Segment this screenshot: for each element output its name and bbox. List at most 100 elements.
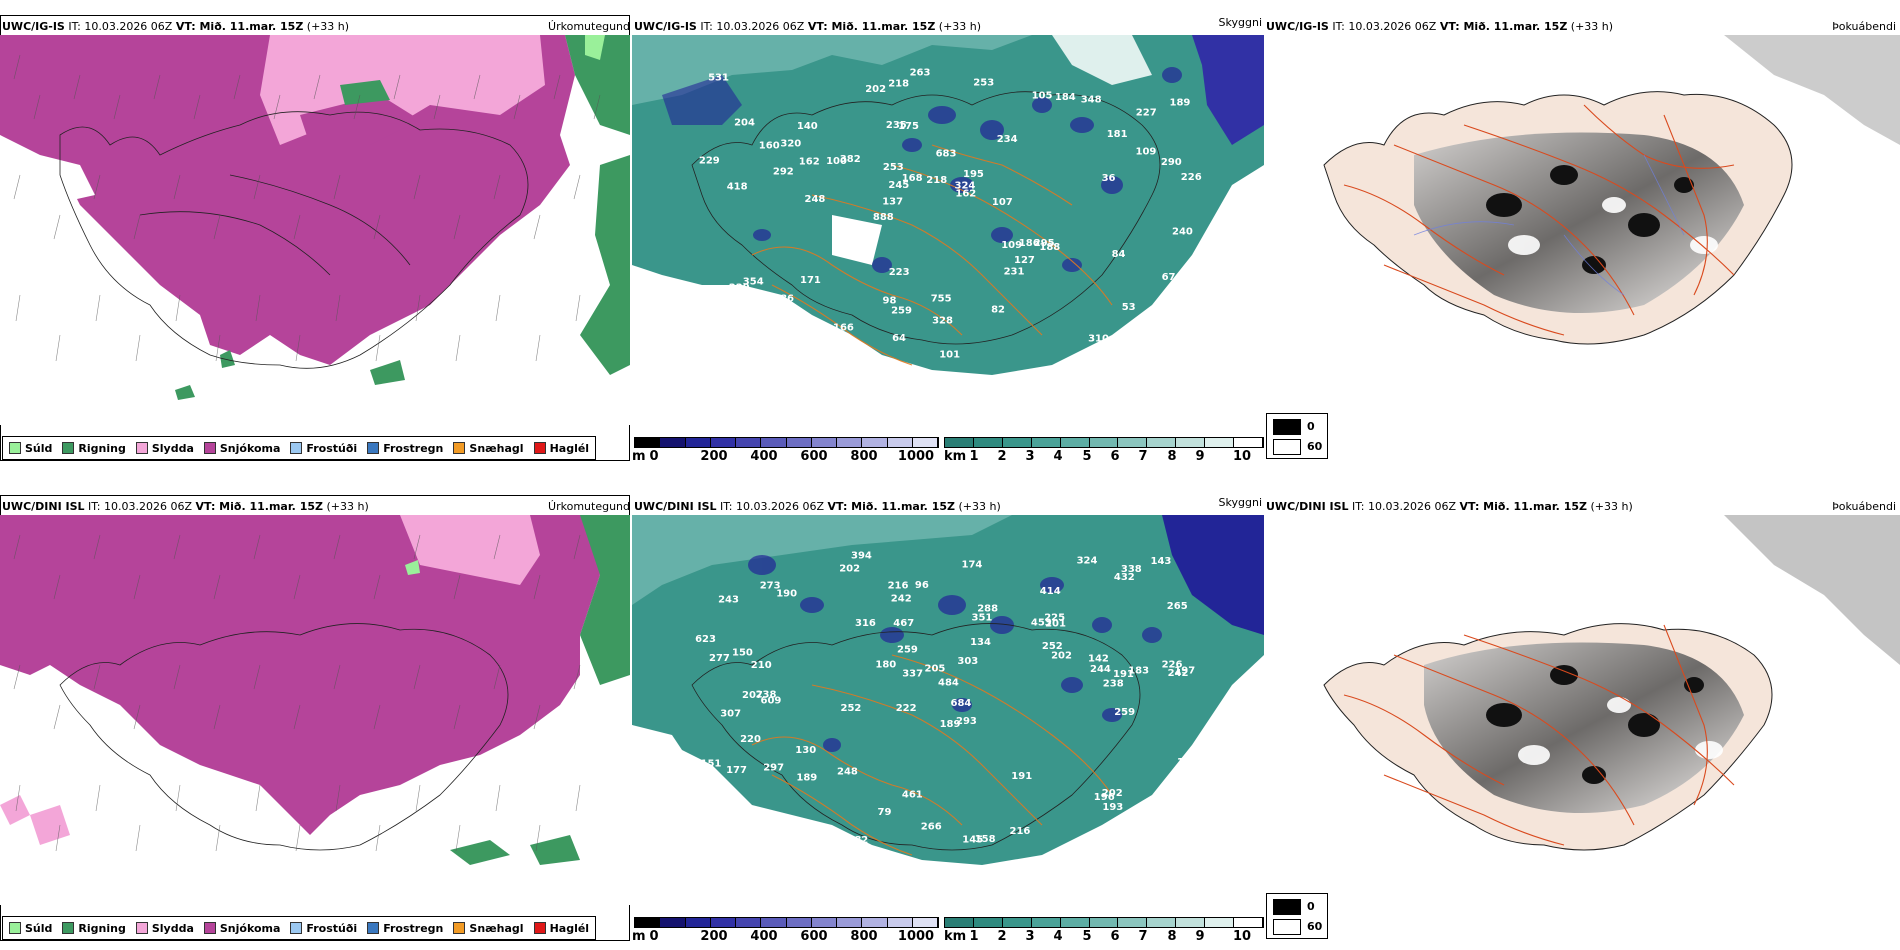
cloud-base-value: 127 (1014, 255, 1035, 266)
cloud-visibility-panel: UWC/DINI ISL IT: 10.03.2026 06Z VT: Mið.… (632, 480, 1264, 950)
cloud-base-value: 96 (915, 580, 929, 591)
vt-label: VT: Mið. 11.mar. 15Z (175, 20, 304, 33)
cloud-base-value: 324 (1077, 555, 1098, 566)
colorbar-cell (736, 918, 762, 927)
cloud-base-value: 243 (718, 595, 739, 606)
model-name: UWC/DINI ISL (2, 500, 85, 513)
cloud-base-value: 307 (720, 708, 741, 719)
cloud-base-value: 324 (955, 180, 976, 191)
cloud-base-value: 207 (742, 690, 763, 701)
cloud-base-value: 160 (759, 141, 780, 152)
visibility-tick: 7 (1138, 449, 1148, 464)
legend-item-snjokoma: Snjókoma (203, 921, 281, 935)
colorbar-cell (1147, 918, 1177, 927)
cloud-base-tick: 400 (750, 449, 778, 464)
cloud-base-value: 299 (784, 309, 805, 320)
legend-swatch (533, 922, 546, 934)
cloud-base-value: 888 (873, 212, 894, 223)
cloud-base-value: 531 (708, 72, 729, 83)
colorbar-cell (1118, 438, 1148, 447)
cloud-base-value: 137 (882, 196, 903, 207)
cloud-base-value: 245 (888, 180, 909, 191)
colorbar-cell (1060, 438, 1090, 447)
legend-swatch (367, 922, 380, 934)
it-value: 10.03.2026 06Z (716, 20, 805, 33)
legend-swatch (290, 922, 303, 934)
colorbar-cell (912, 918, 938, 927)
cloud-base-value: 235 (886, 120, 907, 131)
cloud-base-value: 129 (1177, 757, 1198, 768)
variable-name: Úrkomutegund (548, 500, 630, 513)
legend-label: Súld (25, 441, 53, 455)
cloud-base-value: 348 (1081, 95, 1102, 106)
cloud-base-value: 253 (973, 78, 994, 89)
cloud-base-value: 189 (1170, 97, 1191, 108)
legend-label: Snjókoma (219, 921, 281, 935)
legend-item-frostudi: Frostúði (290, 922, 357, 935)
fog-key-light (1273, 919, 1301, 935)
cloud-base-scale-bottom: m 0 200 400 600 800 1000 (632, 917, 939, 944)
cloud-base-value: 216 (888, 581, 909, 592)
colorbar-cell (761, 438, 787, 447)
cloud-base-value: 184 (1055, 92, 1076, 103)
colorbar-cell (736, 438, 762, 447)
visibility-tick: 9 (1195, 449, 1205, 464)
cloud-base-value: 220 (740, 734, 761, 745)
visibility-scale-bottom: km 1 2 3 4 5 6 7 8 9 10 (944, 917, 1264, 944)
model-name: UWC/DINI ISL (1266, 500, 1349, 513)
cloud-base-value: 453 (1031, 618, 1052, 629)
fog-map (1264, 515, 1900, 905)
colorbar-cell (1147, 438, 1177, 447)
visibility-tick: 3 (1025, 449, 1035, 464)
visibility-tick: 6 (1110, 929, 1120, 944)
legend-item-snaehagl: Snæhagl (453, 442, 524, 455)
model-name: UWC/DINI ISL (634, 500, 717, 513)
visibility-tick: 4 (1053, 449, 1063, 464)
fog-map (1264, 35, 1900, 425)
colorbar-cell (1118, 918, 1148, 927)
cloud-base-value: 210 (751, 660, 772, 671)
colorbar-cell (837, 438, 863, 447)
cloud-base-value: 394 (851, 551, 872, 562)
cloud-base-value: 273 (760, 581, 781, 592)
legend-item-haglel: Haglél (533, 922, 589, 935)
cloud-base-value: 227 (1136, 107, 1157, 118)
variable-name: Þokuábendi (1832, 500, 1896, 513)
variable-name: Þokuábendi (1832, 20, 1896, 33)
legend-swatch (9, 442, 21, 454)
cloud-base-value: 229 (729, 283, 750, 294)
colorbar-cell (837, 918, 863, 927)
cloud-base-value: 195 (963, 169, 984, 180)
cloud-base-value: 382 (840, 154, 861, 165)
cloud-base-value: 162 (955, 189, 976, 200)
cloud-base-value: 266 (921, 822, 942, 833)
it-value: 10.03.2026 06Z (1368, 500, 1457, 513)
cloud-base-value: 244 (1090, 664, 1111, 675)
precip-type-panel: UWC/IG-IS IT: 10.03.2026 06Z VT: Mið. 11… (0, 0, 632, 470)
cloud-base-value: 105 (1032, 91, 1053, 102)
colorbar-cell (945, 438, 974, 447)
cloud-base-value: 107 (992, 197, 1013, 208)
colorbar-cell (685, 438, 711, 447)
cloud-base-value: 676 (1162, 272, 1183, 283)
cloud-base-value: 130 (795, 745, 816, 756)
legend-swatch (533, 442, 546, 454)
visibility-unit: km (944, 449, 967, 464)
cloud-base-value: 204 (734, 117, 755, 128)
cloud-base-value: 225 (1044, 612, 1065, 623)
cloud-base-value: 162 (799, 157, 820, 168)
legend-swatch (9, 922, 21, 934)
colorbar-cell (1031, 918, 1061, 927)
cloud-base-value: 188 (1039, 242, 1060, 253)
colorbar-cell (862, 918, 888, 927)
legend-item-haglel: Haglél (533, 442, 589, 455)
panel-title: UWC/IG-IS IT: 10.03.2026 06Z VT: Mið. 11… (634, 20, 981, 33)
it-value: 10.03.2026 06Z (84, 20, 173, 33)
cloud-base-value: 461 (902, 790, 923, 801)
cloud-base-value: 82 (991, 305, 1005, 316)
cloud-base-value: 186 (1019, 238, 1040, 249)
cloud-base-value: 201 (1045, 619, 1066, 630)
cloud-base-value: 263 (910, 68, 931, 79)
cloud-base-value: 290 (1161, 157, 1182, 168)
cloud-base-tick: 400 (750, 929, 778, 944)
